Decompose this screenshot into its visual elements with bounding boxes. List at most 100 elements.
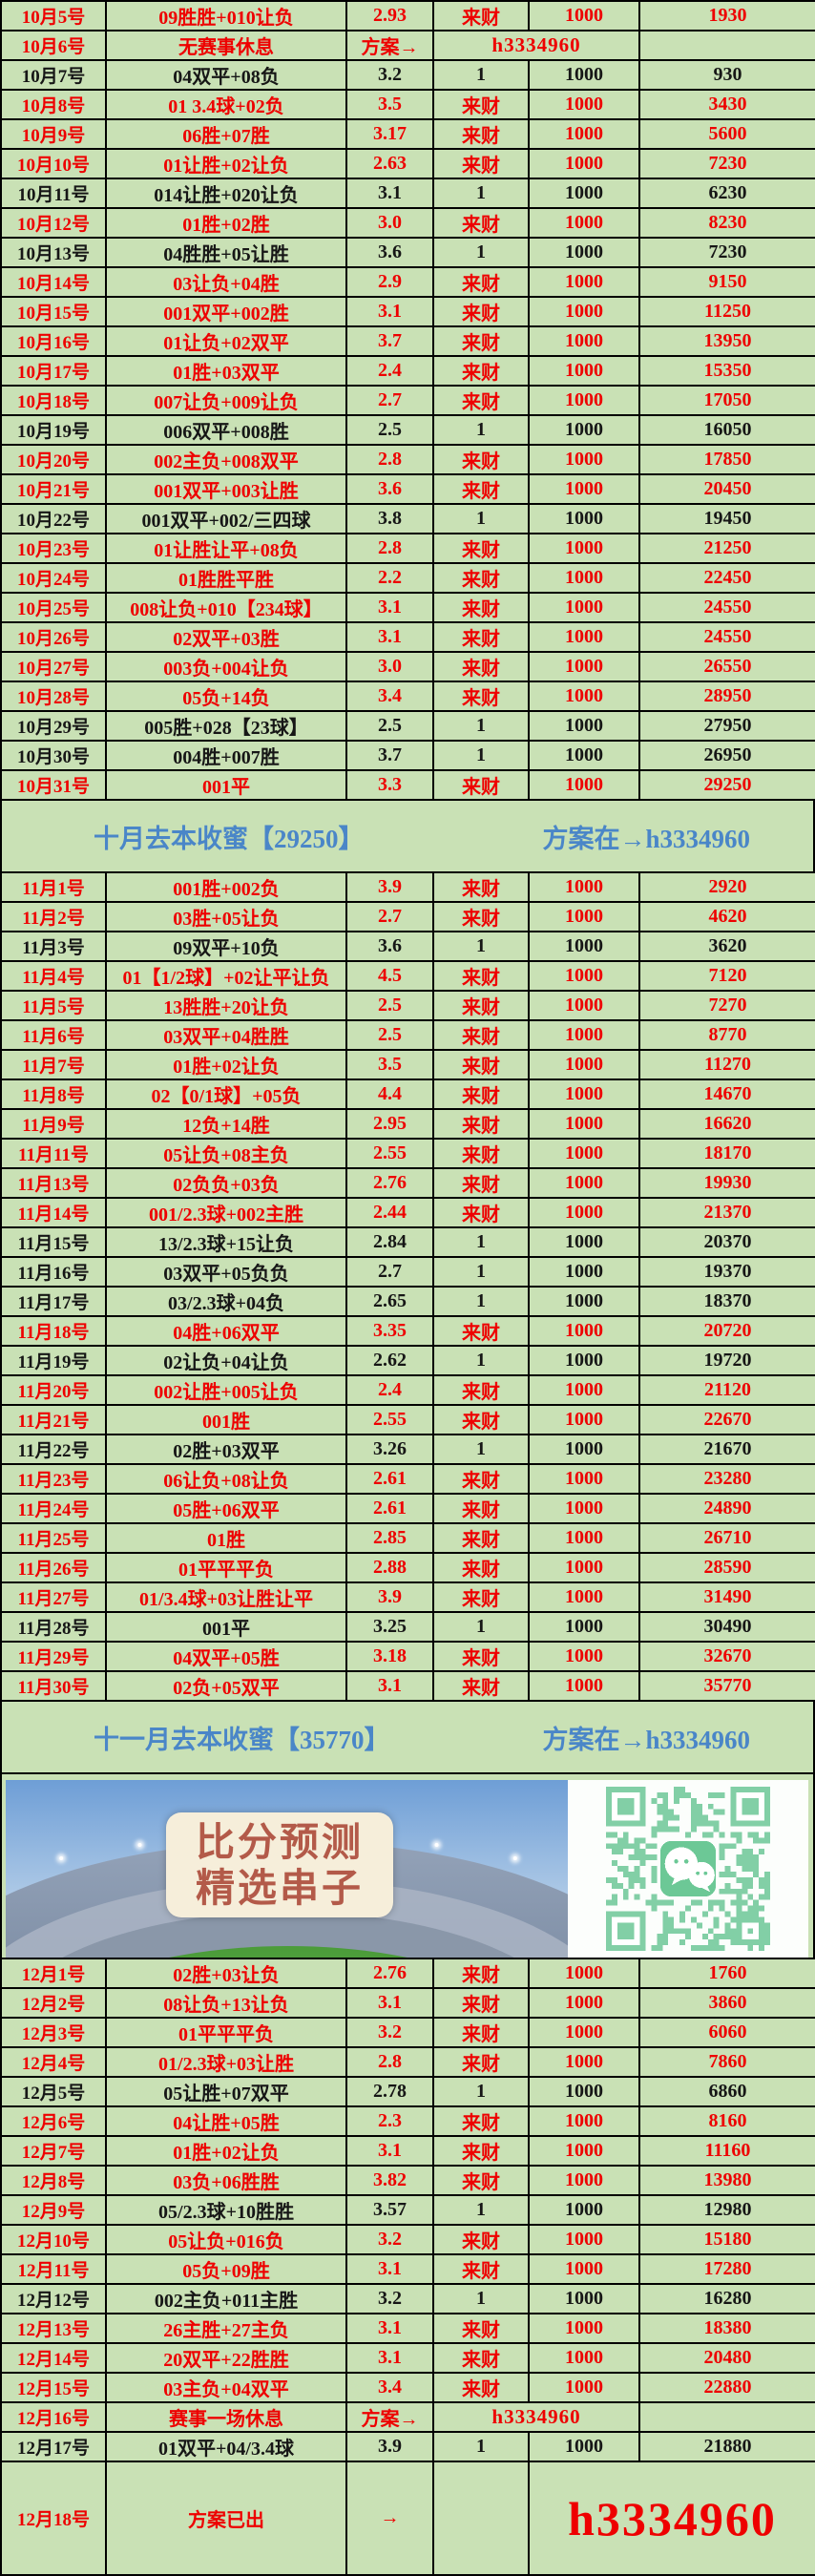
result-cell: 来财 <box>432 2017 530 2048</box>
date-cell: 12月14号 <box>0 2342 107 2374</box>
date-cell: 11月13号 <box>0 1167 107 1199</box>
bet-cell: 方案已出 <box>105 2461 347 2576</box>
odds-cell: 3.4 <box>345 2372 434 2403</box>
table-row: 10月23号 01让胜让平+08负 2.8 来财 1000 21250 <box>0 533 815 564</box>
date-cell: 10月17号 <box>0 355 107 387</box>
bet-cell: 03双平+05负负 <box>105 1256 347 1288</box>
stake-cell: 1000 <box>528 1641 640 1672</box>
stake-cell: 1000 <box>528 1670 640 1702</box>
bet-cell: 06让负+08让负 <box>105 1463 347 1495</box>
bet-cell: 无赛事休息 <box>105 30 347 61</box>
stake-cell: 1000 <box>528 1522 640 1554</box>
odds-cell: 2.4 <box>345 1374 434 1406</box>
total-cell: 7230 <box>638 148 815 179</box>
result-cell: 来财 <box>432 1987 530 2019</box>
date-cell: 10月9号 <box>0 118 107 150</box>
bet-cell: 05负+09胜 <box>105 2253 347 2285</box>
table-row: 10月28号 05负+14负 3.4 来财 1000 28950 <box>0 681 815 712</box>
table-row: 10月19号 006双平+008胜 2.5 1 1000 16050 <box>0 414 815 446</box>
result-cell: 来财 <box>432 2224 530 2255</box>
stake-cell: 1000 <box>528 1138 640 1169</box>
odds-cell: 3.35 <box>345 1315 434 1347</box>
result-cell: 来财 <box>432 473 530 505</box>
bet-cell: 02双平+03胜 <box>105 621 347 653</box>
bet-cell: 01平平平负 <box>105 1552 347 1583</box>
november-table: 11月1号 001胜+002负 3.9 来财 1000 2920 11月2号 03胜+05让负… <box>0 871 815 1702</box>
odds-cell: 3.1 <box>345 2253 434 2285</box>
odds-cell: 2.85 <box>345 1522 434 1554</box>
table-row: 12月12号 002主负+011主胜 3.2 1 1000 16280 <box>0 2283 815 2314</box>
pill-line2: 精选串子 <box>196 1866 364 1910</box>
bet-cell: 12负+14胜 <box>105 1108 347 1140</box>
bet-cell: 13胜胜+20让负 <box>105 990 347 1021</box>
result-cell: 来财 <box>432 1019 530 1051</box>
table-row: 12月10号 05让负+016负 3.2 来财 1000 15180 <box>0 2224 815 2255</box>
summary-plan-label: 方案在→h3334960 <box>542 824 750 853</box>
table-row: 11月4号 01【1/2球】+02让平让负 4.5 来财 1000 7120 <box>0 960 815 992</box>
october-table: 10月5号 09胜胜+010让负 2.93 来财 1000 1930 10月6号 无赛事休息方… <box>0 0 815 801</box>
empty-cell <box>432 2461 530 2576</box>
bet-cell: 01让胜让平+08负 <box>105 533 347 564</box>
date-cell: 11月20号 <box>0 1374 107 1406</box>
result-cell: 来财 <box>432 2135 530 2167</box>
odds-cell: 2.5 <box>345 710 434 742</box>
odds-cell: 3.1 <box>345 592 434 623</box>
odds-cell: 2.65 <box>345 1286 434 1317</box>
result-cell: 1 <box>432 2431 530 2462</box>
bet-cell: 01胜+02胜 <box>105 207 347 239</box>
table-row: 11月20号 002让胜+005让负 2.4 来财 1000 21120 <box>0 1374 815 1406</box>
table-row: 12月5号 05让胜+07双平 2.78 1 1000 6860 <box>0 2076 815 2107</box>
odds-cell: 3.9 <box>345 2431 434 2462</box>
total-cell: 20720 <box>638 1315 815 1347</box>
stake-cell: 1000 <box>528 444 640 475</box>
date-cell: 10月15号 <box>0 296 107 327</box>
table-row: 10月9号 06胜+07胜 3.17 来财 1000 5600 <box>0 118 815 150</box>
odds-cell: 2.84 <box>345 1226 434 1258</box>
stake-cell: 1000 <box>528 2313 640 2344</box>
banner-pill: 比分预测 精选串子 <box>166 1812 393 1917</box>
result-cell: 来财 <box>432 1641 530 1672</box>
bet-cell: 001平 <box>105 769 347 801</box>
date-cell: 11月8号 <box>0 1079 107 1110</box>
odds-cell: 2.8 <box>345 533 434 564</box>
bet-cell: 01胜胜平胜 <box>105 562 347 594</box>
table-row: 11月25号 01胜 2.85 来财 1000 26710 <box>0 1522 815 1554</box>
result-cell: 来财 <box>432 385 530 416</box>
odds-cell: 方案→ <box>345 2401 434 2433</box>
total-cell: 28950 <box>638 681 815 712</box>
stake-cell: 1000 <box>528 2283 640 2314</box>
table-row: 10月5号 09胜胜+010让负 2.93 来财 1000 1930 <box>0 0 815 31</box>
stake-cell: 1000 <box>528 592 640 623</box>
total-cell: 21370 <box>638 1197 815 1228</box>
odds-cell: 2.7 <box>345 901 434 932</box>
odds-cell: 3.5 <box>345 1049 434 1080</box>
month-summary: 十月去本收蜜【29250】 方案在→h3334960 <box>0 801 815 871</box>
table-row: 11月7号 01胜+02让负 3.5 来财 1000 11270 <box>0 1049 815 1080</box>
bet-cell: 03双平+04胜胜 <box>105 1019 347 1051</box>
total-cell: 14670 <box>638 1079 815 1110</box>
stake-cell: 1000 <box>528 621 640 653</box>
bet-cell: 01【1/2球】+02让平让负 <box>105 960 347 992</box>
odds-cell: 2.2 <box>345 562 434 594</box>
bet-cell: 09胜胜+010让负 <box>105 0 347 31</box>
total-cell: 13950 <box>638 325 815 357</box>
stake-cell: 1000 <box>528 1493 640 1524</box>
odds-cell: 2.93 <box>345 0 434 31</box>
result-cell: 1 <box>432 1611 530 1643</box>
total-cell: 15350 <box>638 355 815 387</box>
result-cell: 来财 <box>432 681 530 712</box>
table-row: 11月11号 05让负+08主负 2.55 来财 1000 18170 <box>0 1138 815 1169</box>
bet-cell: 001/2.3球+002主胜 <box>105 1197 347 1228</box>
total-cell: 12980 <box>638 2194 815 2226</box>
bet-cell: 02让负+04让负 <box>105 1345 347 1376</box>
stake-cell: 1000 <box>528 266 640 298</box>
odds-cell: 3.26 <box>345 1434 434 1465</box>
date-cell: 10月14号 <box>0 266 107 298</box>
date-cell: 10月19号 <box>0 414 107 446</box>
odds-cell: 3.7 <box>345 740 434 771</box>
total-cell: 7230 <box>638 237 815 268</box>
date-cell: 11月4号 <box>0 960 107 992</box>
account-cell: h3334960 <box>528 2461 815 2576</box>
table-row: 12月14号 20双平+22胜胜 3.1 来财 1000 20480 <box>0 2342 815 2374</box>
